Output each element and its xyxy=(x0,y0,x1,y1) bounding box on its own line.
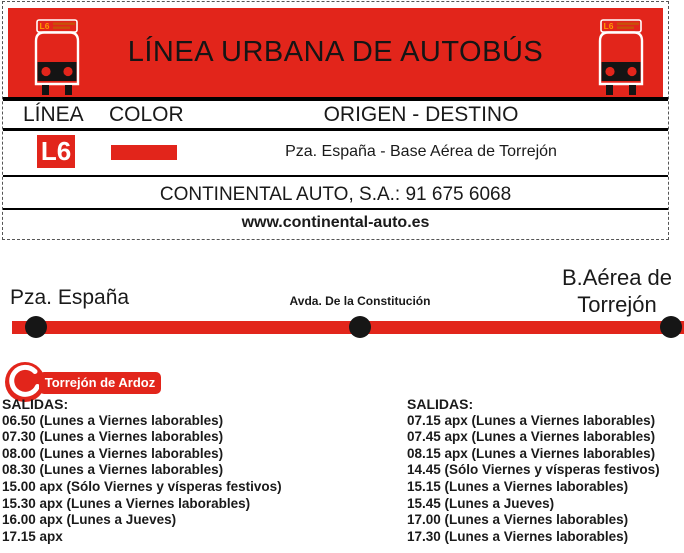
divider xyxy=(3,128,668,131)
departure-time: 16.00 apx (Lunes a Jueves) xyxy=(2,512,177,528)
line-code-badge: L6 xyxy=(37,135,75,168)
departure-time: 17.15 apx xyxy=(2,528,63,544)
operator-website: www.continental-auto.es xyxy=(241,214,430,231)
departures-list: 06.50 (Lunes a Viernes laborables) 07.30 … xyxy=(2,413,404,546)
departures-outbound: SALIDAS: 06.50 (Lunes a Viernes laborabl… xyxy=(2,396,404,545)
departure-time: 08.15 apx (Lunes a Viernes laborables) xyxy=(407,445,656,461)
line-color-swatch xyxy=(111,145,177,160)
departure-time: 15.15 (Lunes a Viernes laborables) xyxy=(407,478,629,494)
municipality-logo-icon xyxy=(4,361,46,403)
column-header-origen-destino: ORIGEN - DESTINO xyxy=(323,103,519,126)
departure-time: 07.15 apx (Lunes a Viernes laborables) xyxy=(407,412,656,428)
divider xyxy=(3,97,668,101)
departures-list: 07.15 apx (Lunes a Viernes laborables) 07… xyxy=(407,413,684,546)
bus-front-icon: L6 xyxy=(593,19,649,97)
departure-time: 15.45 (Lunes a Jueves) xyxy=(407,495,555,511)
info-card-frame: L6 LÍNEA URBANA DE AUTOBÚS L6 xyxy=(2,1,669,240)
stop-label-base-aerea: B.Aérea de Torrejón xyxy=(561,265,673,317)
route-line xyxy=(12,321,684,334)
departure-time: 14.45 (Sólo Viernes y vísperas festivos) xyxy=(407,462,660,478)
departure-time: 08.00 (Lunes a Viernes laborables) xyxy=(2,445,224,461)
banner: L6 LÍNEA URBANA DE AUTOBÚS L6 xyxy=(8,8,663,97)
departure-time: 17.30 (Lunes a Viernes laborables) xyxy=(407,528,629,544)
departure-time: 08.30 (Lunes a Viernes laborables) xyxy=(2,462,224,478)
bus-front-icon: L6 xyxy=(29,19,85,97)
column-header-color: COLOR xyxy=(109,103,184,126)
departure-time: 07.45 apx (Lunes a Viernes laborables) xyxy=(407,429,656,445)
stop-label-avda-constitucion: Avda. De la Constitución xyxy=(289,294,431,308)
operator-phone: CONTINENTAL AUTO, S.A.: 91 675 6068 xyxy=(159,184,512,205)
bus-sign-label: L6 xyxy=(604,21,614,31)
stop-label-pza-espana: Pza. España xyxy=(10,286,130,309)
divider xyxy=(3,208,668,210)
departure-time: 15.00 apx (Sólo Viernes y vísperas festi… xyxy=(2,478,282,494)
municipality-name-badge: Torrejón de Ardoz xyxy=(39,372,161,394)
departure-time: 17.00 (Lunes a Viernes laborables) xyxy=(407,512,629,528)
column-header-linea: LÍNEA xyxy=(23,103,84,126)
stop-dot xyxy=(660,316,682,338)
departures-return: SALIDAS: 07.15 apx (Lunes a Viernes labo… xyxy=(407,396,684,545)
bus-sign-label: L6 xyxy=(40,21,50,31)
departure-time: 06.50 (Lunes a Viernes laborables) xyxy=(2,412,224,428)
departures-title: SALIDAS: xyxy=(2,396,69,412)
departures-title: SALIDAS: xyxy=(407,396,474,412)
stop-dot xyxy=(25,316,47,338)
page-title: LÍNEA URBANA DE AUTOBÚS xyxy=(127,36,544,68)
departure-time: 15.30 apx (Lunes a Viernes laborables) xyxy=(2,495,251,511)
stop-dot xyxy=(349,316,371,338)
departure-time: 07.30 (Lunes a Viernes laborables) xyxy=(2,429,224,445)
route-origin-destination: Pza. España - Base Aérea de Torrejón xyxy=(285,143,557,160)
divider xyxy=(3,175,668,177)
